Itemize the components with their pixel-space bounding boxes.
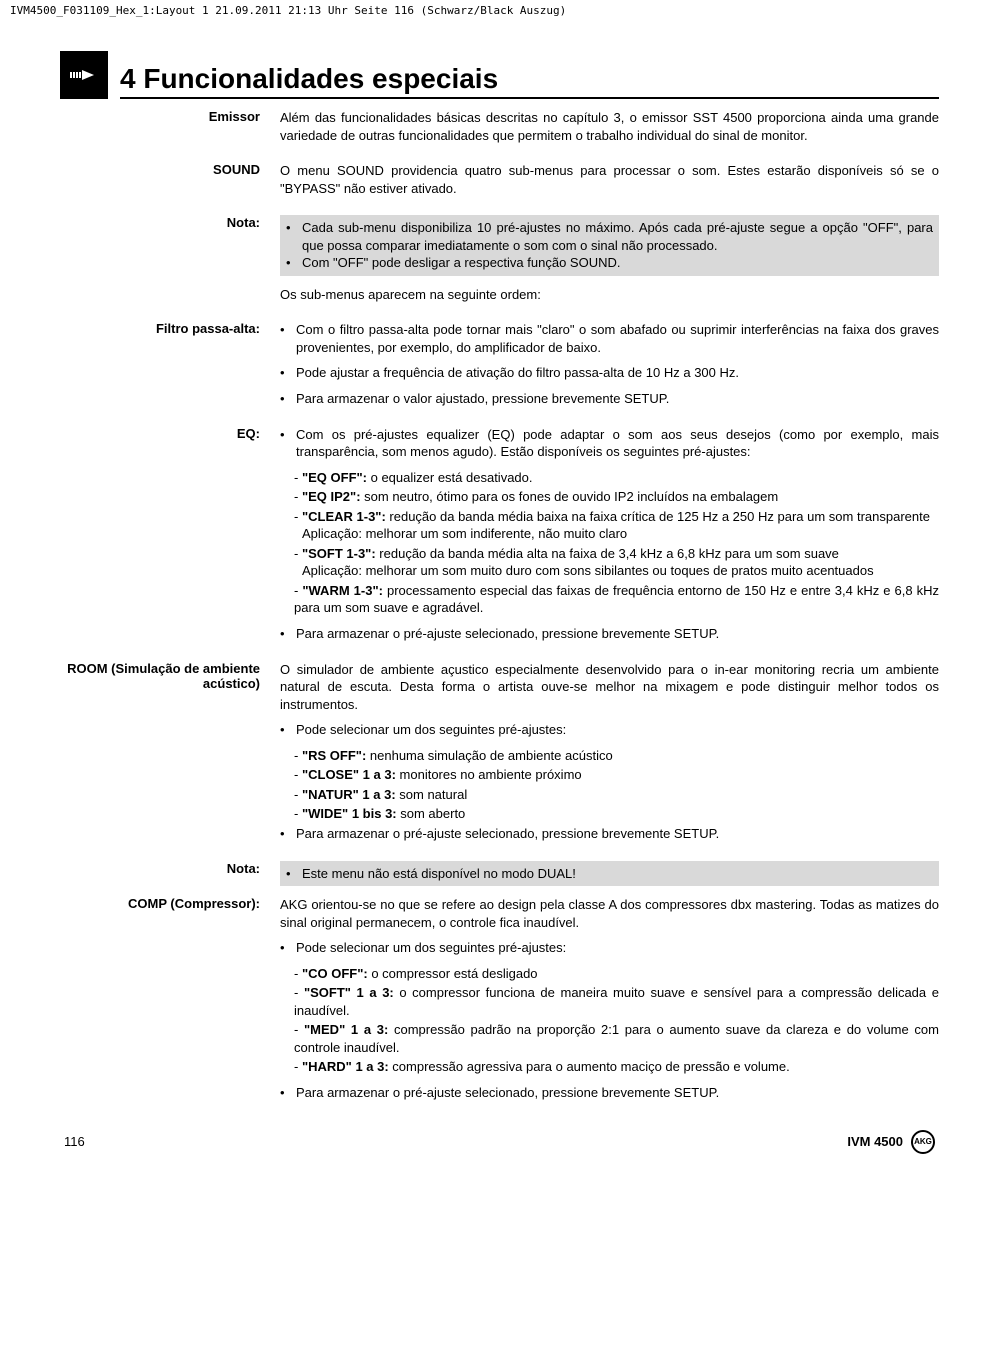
- label-eq: EQ:: [60, 426, 280, 651]
- akg-logo-icon: AKG: [911, 1130, 935, 1154]
- nota-box-1: •Cada sub-menu disponibiliza 10 pré-ajus…: [280, 215, 939, 276]
- label-filtro: Filtro passa-alta:: [60, 321, 280, 415]
- forward-icon: [60, 51, 108, 99]
- chapter-title: 4 Funcionalidades especiais: [120, 63, 939, 99]
- nota-box-2: •Este menu não está disponível no modo D…: [280, 861, 939, 887]
- label-nota-2: Nota:: [60, 861, 280, 887]
- label-room: ROOM (Simulação de ambiente acústico): [60, 661, 280, 851]
- submenus-intro: Os sub-menus aparecem na seguinte ordem:: [280, 286, 939, 312]
- text-comp: AKG orientou-se no que se refere ao desi…: [280, 896, 939, 1109]
- product-name: IVM 4500: [847, 1134, 903, 1149]
- page-footer: 116 IVM 4500 AKG: [60, 1130, 939, 1154]
- label-comp: COMP (Compressor):: [60, 896, 280, 1109]
- label-nota-1: Nota:: [60, 215, 280, 276]
- text-filtro: •Com o filtro passa-alta pode tornar mai…: [280, 321, 939, 415]
- page-number: 116: [64, 1134, 85, 1149]
- text-eq: •Com os pré-ajustes equalizer (EQ) pode …: [280, 426, 939, 651]
- text-room: O simulador de ambiente açustico especia…: [280, 661, 939, 851]
- text-sound: O menu SOUND providencia quatro sub-menu…: [280, 162, 939, 205]
- label-emissor: Emissor: [60, 109, 280, 152]
- text-emissor: Além das funcionalidades básicas descrit…: [280, 109, 939, 152]
- file-meta: IVM4500_F031109_Hex_1:Layout 1 21.09.201…: [0, 0, 999, 21]
- label-sound: SOUND: [60, 162, 280, 205]
- chapter-header: 4 Funcionalidades especiais: [60, 51, 939, 99]
